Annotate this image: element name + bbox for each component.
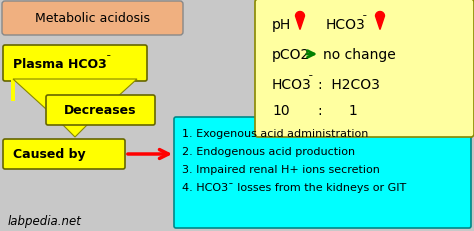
Text: HCO3: HCO3: [272, 78, 312, 92]
Text: pH: pH: [272, 18, 291, 32]
Text: 3. Impaired renal H+ ions secretion: 3. Impaired renal H+ ions secretion: [182, 164, 380, 174]
FancyBboxPatch shape: [255, 0, 474, 137]
Text: Metabolic acidosis: Metabolic acidosis: [35, 12, 150, 25]
Text: :      1: : 1: [318, 103, 358, 118]
Polygon shape: [13, 80, 137, 119]
Text: :  H2CO3: : H2CO3: [318, 78, 380, 92]
Text: 1. Exogenous acid administration: 1. Exogenous acid administration: [182, 128, 368, 138]
Text: 2. Endogenous acid production: 2. Endogenous acid production: [182, 146, 355, 156]
FancyBboxPatch shape: [174, 118, 471, 228]
Text: Caused by: Caused by: [13, 148, 86, 161]
FancyBboxPatch shape: [3, 46, 147, 82]
Polygon shape: [11, 80, 75, 118]
Text: HCO3: HCO3: [326, 18, 366, 32]
Text: Plasma HCO3: Plasma HCO3: [13, 57, 107, 70]
Text: pCO2: pCO2: [272, 48, 310, 62]
Text: no change: no change: [323, 48, 396, 62]
Polygon shape: [57, 119, 93, 137]
FancyBboxPatch shape: [3, 139, 125, 169]
Text: Decreases: Decreases: [64, 104, 137, 117]
Polygon shape: [295, 12, 304, 30]
Text: ¯: ¯: [308, 75, 314, 85]
Polygon shape: [375, 12, 384, 30]
Text: ¯: ¯: [106, 55, 111, 65]
Text: 10: 10: [272, 103, 290, 118]
FancyBboxPatch shape: [2, 2, 183, 36]
Text: ¯: ¯: [362, 15, 368, 25]
Text: labpedia.net: labpedia.net: [8, 215, 82, 228]
Text: 4. HCO3¯ losses from the kidneys or GIT: 4. HCO3¯ losses from the kidneys or GIT: [182, 182, 406, 192]
FancyBboxPatch shape: [46, 96, 155, 125]
